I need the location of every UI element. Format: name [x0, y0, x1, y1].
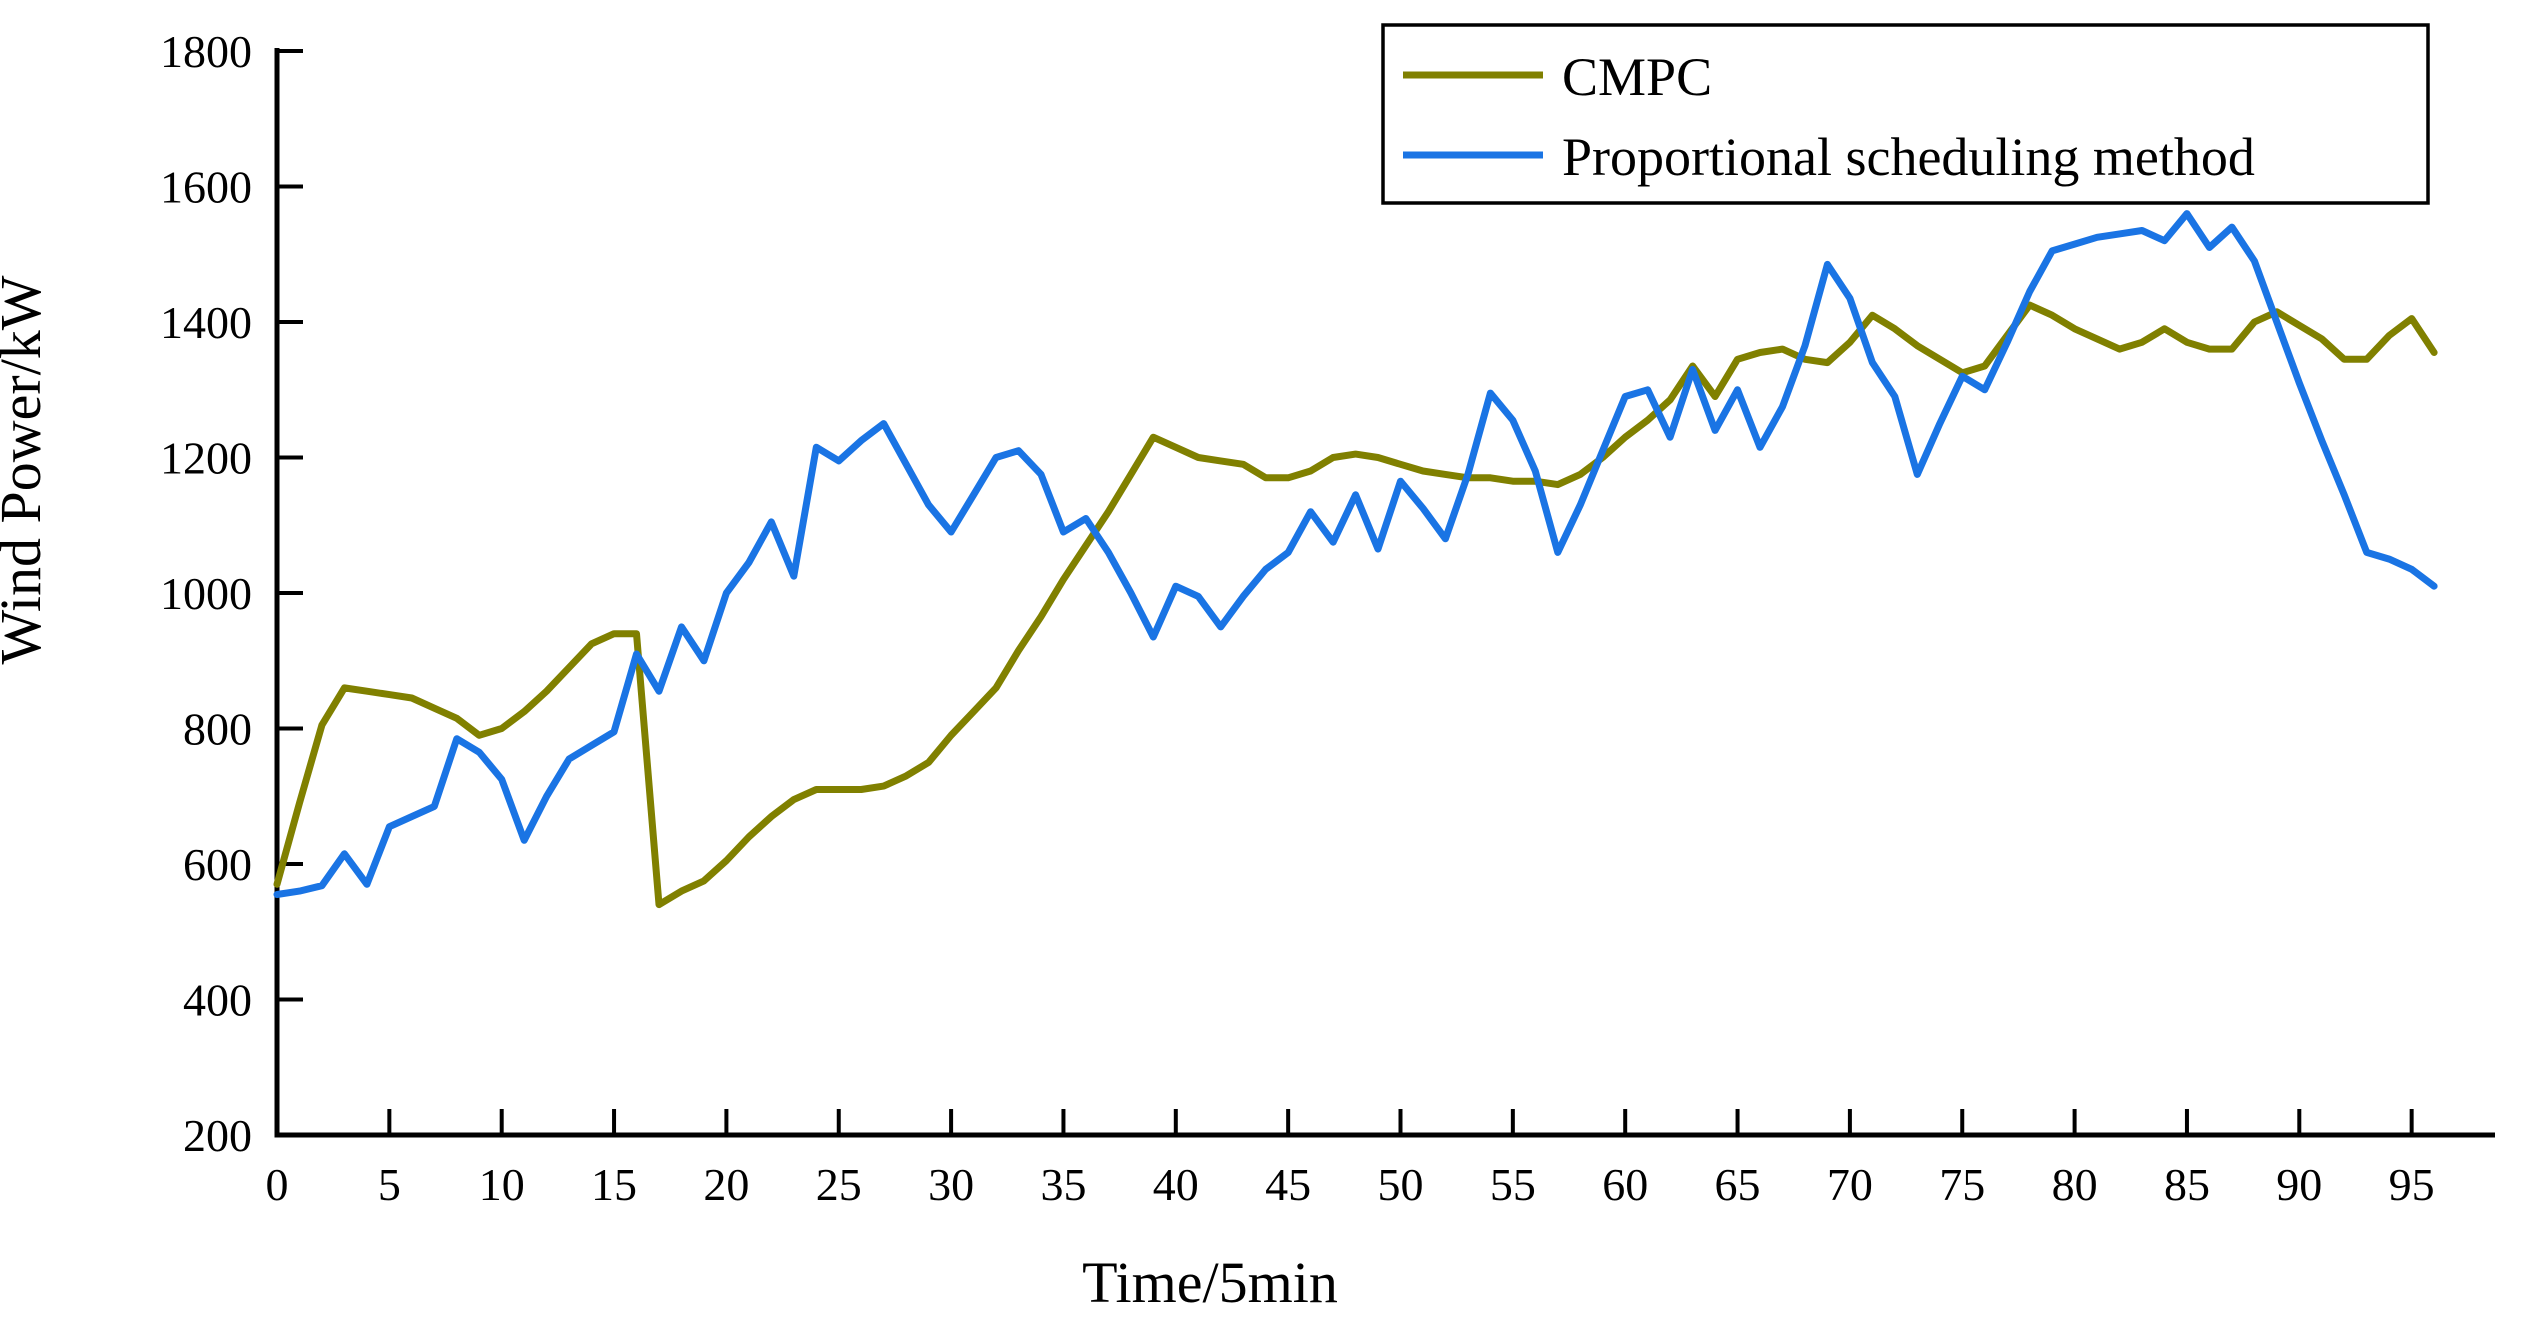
x-tick-label: 55: [1490, 1159, 1536, 1210]
x-tick-label: 35: [1040, 1159, 1086, 1210]
series-line-proportional-scheduling-method: [273, 210, 2438, 898]
x-tick-label: 75: [1939, 1159, 1985, 1210]
y-tick-label: 400: [183, 975, 252, 1026]
x-tick-label: 40: [1153, 1159, 1199, 1210]
x-tick-label: 60: [1602, 1159, 1648, 1210]
x-tick-label: 30: [928, 1159, 974, 1210]
legend: CMPC Proportional scheduling method: [1381, 23, 2430, 205]
x-tick-label: 25: [816, 1159, 862, 1210]
y-tick-label: 200: [183, 1110, 252, 1161]
x-axis-title: Time/5min: [1082, 1250, 1338, 1315]
x-tick-label: 0: [266, 1159, 289, 1210]
x-tick-label: 70: [1827, 1159, 1873, 1210]
x-tick-label: 10: [479, 1159, 525, 1210]
x-tick-label: 90: [2276, 1159, 2322, 1210]
x-tick-label: 50: [1378, 1159, 1424, 1210]
y-tick-label: 1800: [160, 26, 252, 77]
x-tick-label: 65: [1715, 1159, 1761, 1210]
x-tick-label: 95: [2389, 1159, 2435, 1210]
legend-box: [1381, 23, 2430, 205]
x-tick-label: 15: [591, 1159, 637, 1210]
axes: 200 400 600 800 1000 1200 1400 1600 1800 0 5 10 15 20…: [160, 26, 2495, 1210]
data-series: [273, 210, 2438, 909]
x-tick-label: 80: [2052, 1159, 2098, 1210]
y-tick-label: 1200: [160, 433, 252, 484]
y-tick-label: 800: [183, 704, 252, 755]
y-tick-label: 1400: [160, 297, 252, 348]
series-line-cmpc: [273, 301, 2438, 909]
y-axis-title: Wind Power/kW: [0, 275, 53, 664]
x-tick-label: 85: [2164, 1159, 2210, 1210]
y-tick-label: 1600: [160, 162, 252, 213]
y-tick-label: 600: [183, 839, 252, 890]
y-tick-label: 1000: [160, 568, 252, 619]
legend-label-cmpc: CMPC: [1562, 47, 1712, 107]
x-tick-label: 20: [703, 1159, 749, 1210]
x-tick-label: 5: [378, 1159, 401, 1210]
x-tick-label: 45: [1265, 1159, 1311, 1210]
legend-label-proportional: Proportional scheduling method: [1562, 127, 2255, 187]
